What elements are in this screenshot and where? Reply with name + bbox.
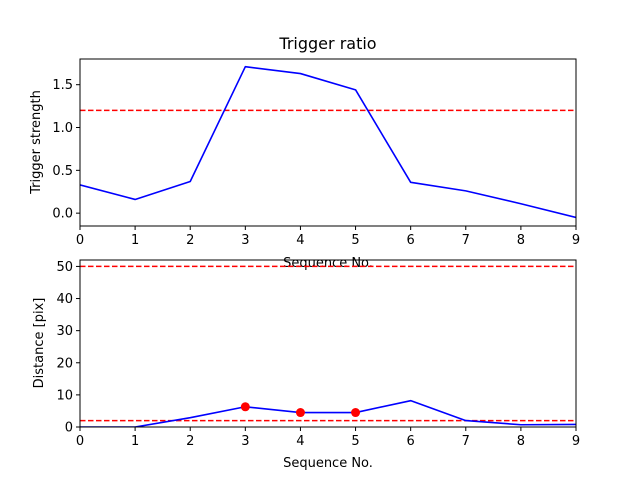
top-x-tick-label: 5 (351, 233, 359, 248)
top-x-tick-label: 2 (186, 233, 194, 248)
bottom-marker-point (351, 408, 361, 418)
bottom-y-tick-label: 20 (56, 356, 73, 371)
bottom-plot-frame (79, 259, 577, 428)
bottom-x-tick-label: 4 (296, 434, 304, 449)
bottom-x-tick-label: 1 (131, 434, 139, 449)
top-x-tick-label: 9 (572, 233, 580, 248)
top-chart-panel: Trigger ratio Trigger strength Sequence … (29, 34, 580, 271)
bottom-plot-area (80, 265, 576, 427)
bottom-x-tick-label: 0 (76, 434, 84, 449)
top-y-axis-label: Trigger strength (29, 90, 44, 195)
bottom-x-tick-label: 9 (572, 434, 580, 449)
bottom-x-tick-label: 6 (407, 434, 415, 449)
bottom-chart-panel: Distance [pix] Sequence No. 0 1 2 3 4 5 6 7 8 9 0 1… (32, 259, 580, 471)
bottom-y-tick-label: 50 (56, 260, 73, 275)
top-x-axis-label: Sequence No. (283, 256, 373, 271)
top-x-tick-label: 8 (517, 233, 525, 248)
bottom-y-tick-label: 10 (56, 388, 73, 403)
top-x-tick-label: 0 (76, 233, 84, 248)
top-y-tick-label: 0.5 (52, 164, 73, 179)
bottom-x-axis-label: Sequence No. (283, 456, 373, 471)
top-x-tick-label: 3 (241, 233, 249, 248)
top-series-line-0 (80, 65, 576, 219)
bottom-y-tick-label: 0 (65, 421, 73, 436)
bottom-marker-point (295, 408, 305, 418)
bottom-y-axis-label: Distance [pix] (32, 298, 47, 389)
bottom-y-tick-label: 30 (56, 324, 73, 339)
top-x-tick-label: 1 (131, 233, 139, 248)
top-y-tick-label: 1.5 (52, 78, 73, 93)
top-x-tick-label: 7 (462, 233, 470, 248)
top-y-tick-label: 0.0 (52, 207, 73, 222)
top-plot-frame (79, 58, 577, 227)
bottom-x-tick-label: 3 (241, 434, 249, 449)
bottom-series-line-0 (80, 399, 576, 427)
bottom-x-tick-label: 5 (351, 434, 359, 449)
top-x-tick-label: 4 (296, 233, 304, 248)
top-chart-title: Trigger ratio (278, 34, 376, 53)
bottom-x-tick-label: 2 (186, 434, 194, 449)
top-x-tick-label: 6 (407, 233, 415, 248)
top-y-tick-label: 1.0 (52, 121, 73, 136)
bottom-marker-point (240, 402, 250, 412)
bottom-y-tick-label: 40 (56, 292, 73, 307)
bottom-x-tick-label: 7 (462, 434, 470, 449)
top-plot-area (80, 65, 576, 219)
bottom-x-tick-label: 8 (517, 434, 525, 449)
